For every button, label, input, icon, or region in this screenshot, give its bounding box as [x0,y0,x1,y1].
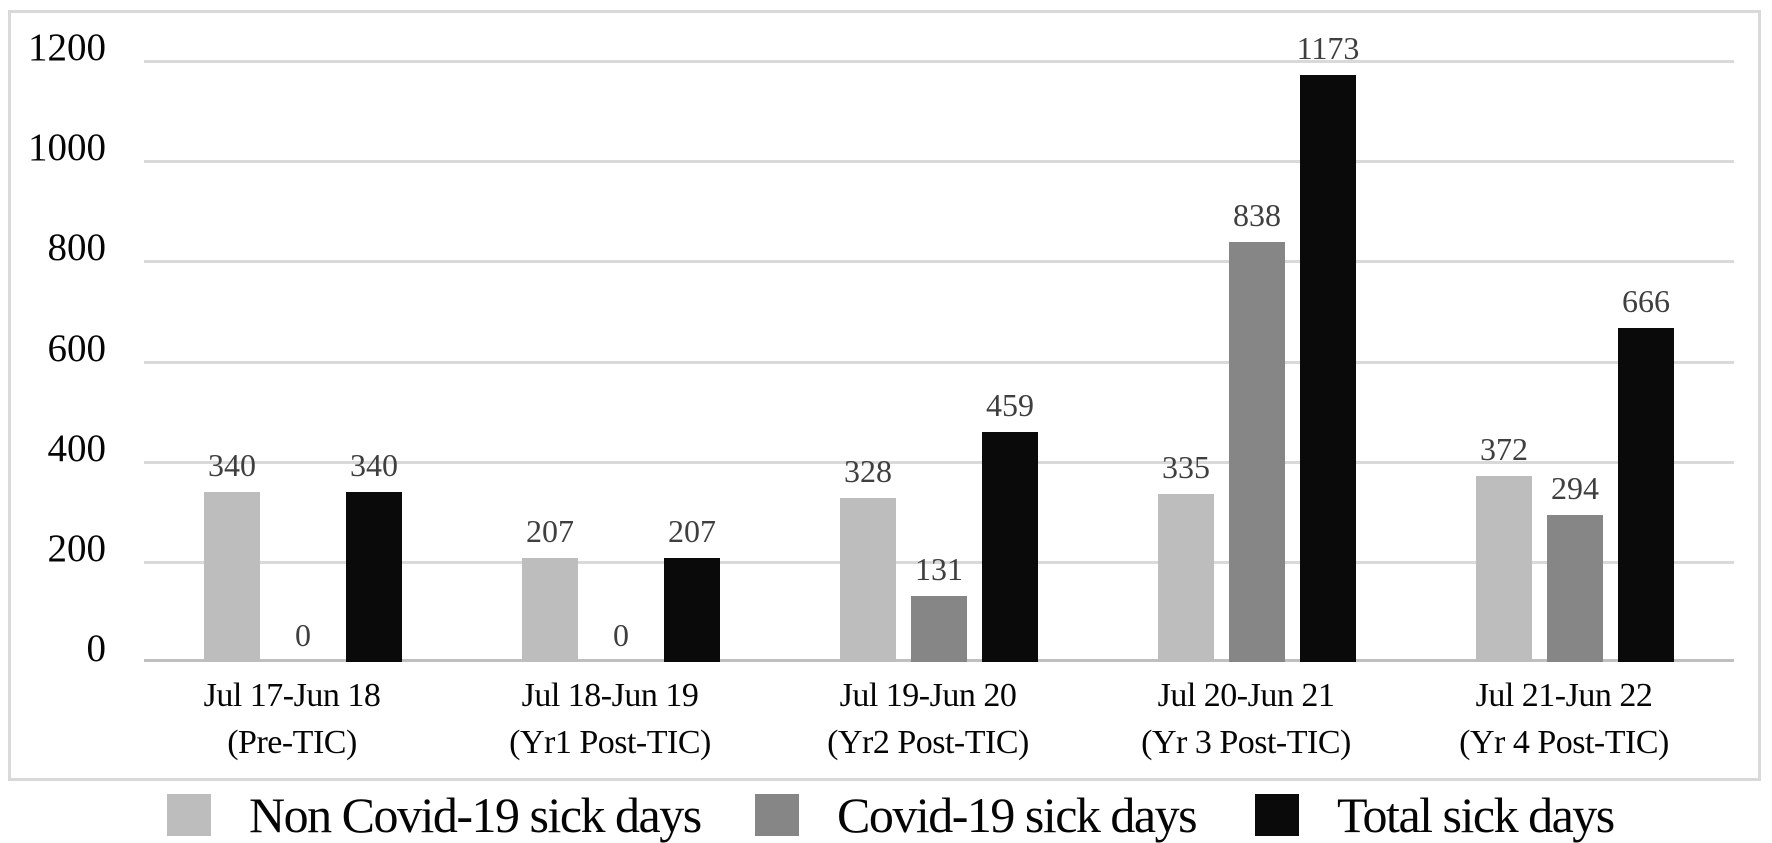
bar-total-sick-days [982,432,1038,662]
bar-non-covid-19-sick-days [1476,476,1532,662]
bar-non-covid-19-sick-days [522,558,578,662]
legend-item: Non Covid-19 sick days [167,787,702,843]
bar-total-sick-days [1618,328,1674,662]
data-label: 207 [668,513,716,549]
data-label: 294 [1551,470,1599,506]
bar-non-covid-19-sick-days [204,492,260,662]
y-tick-label: 400 [47,427,107,470]
gridline [144,561,1734,564]
bar-non-covid-19-sick-days [1158,494,1214,662]
bar-non-covid-19-sick-days [840,498,896,662]
gridline [144,361,1734,364]
plot-area: 340 207 328 335 372 0 0 131 838 294 340 207 459 1173 6… [144,31,1734,662]
legend-label: Covid-19 sick days [837,787,1198,843]
category-label-phase: (Pre-TIC) [227,724,357,761]
legend-swatch-icon [167,794,211,836]
data-label: 340 [208,447,256,483]
category-label-period: Jul 19-Jun 20 [839,677,1017,714]
legend-swatch-icon [755,794,799,836]
legend-label: Non Covid-19 sick days [249,787,702,843]
bar-covid-19-sick-days [1229,242,1285,662]
data-label: 340 [350,447,398,483]
category-label: Jul 19-Jun 20 (Yr2 Post-TIC) [769,672,1087,766]
legend-item: Covid-19 sick days [755,787,1198,843]
legend: Non Covid-19 sick days Covid-19 sick days… [0,790,1772,843]
plot-frame: 340 207 328 335 372 0 0 131 838 294 340 207 459 1173 6… [8,10,1761,781]
legend-swatch-icon [1255,794,1299,836]
category-label: Jul 18-Jun 19 (Yr1 Post-TIC) [451,672,769,766]
data-label: 0 [613,617,629,653]
category-label-period: Jul 21-Jun 22 [1475,677,1653,714]
data-label: 335 [1162,449,1210,485]
legend-label: Total sick days [1337,787,1615,843]
category-label: Jul 21-Jun 22 (Yr 4 Post-TIC) [1405,672,1723,766]
y-tick-label: 200 [47,527,107,570]
data-label: 1173 [1296,30,1360,66]
gridline [144,461,1734,464]
bar-covid-19-sick-days [911,596,967,662]
category-label-phase: (Yr2 Post-TIC) [827,724,1029,761]
gridline [144,160,1734,163]
category-label-phase: (Yr1 Post-TIC) [509,724,711,761]
bar-covid-19-sick-days [1547,515,1603,662]
category-label-period: Jul 17-Jun 18 [203,677,381,714]
category-label-period: Jul 20-Jun 21 [1157,677,1335,714]
y-tick-label: 600 [47,327,107,370]
data-label: 0 [295,617,311,653]
gridline [144,60,1734,63]
y-tick-label: 800 [47,226,107,269]
category-label-phase: (Yr 4 Post-TIC) [1459,724,1669,761]
gridline [144,260,1734,263]
y-tick-label: 1200 [28,26,106,69]
data-label: 372 [1480,431,1528,467]
category-label: Jul 20-Jun 21 (Yr 3 Post-TIC) [1087,672,1405,766]
data-label: 459 [986,387,1034,423]
data-label: 207 [526,513,574,549]
category-label-phase: (Yr 3 Post-TIC) [1141,724,1351,761]
y-tick-label: 1000 [28,126,106,169]
legend-item: Total sick days [1255,787,1615,843]
bar-total-sick-days [346,492,402,662]
data-label: 131 [915,551,963,587]
y-tick-label: 0 [86,627,107,670]
category-label-period: Jul 18-Jun 19 [521,677,699,714]
data-label: 328 [844,453,892,489]
bar-total-sick-days [664,558,720,662]
data-label: 838 [1233,197,1281,233]
category-label: Jul 17-Jun 18 (Pre-TIC) [133,672,451,766]
bar-total-sick-days [1300,75,1356,662]
data-label: 666 [1622,283,1670,319]
